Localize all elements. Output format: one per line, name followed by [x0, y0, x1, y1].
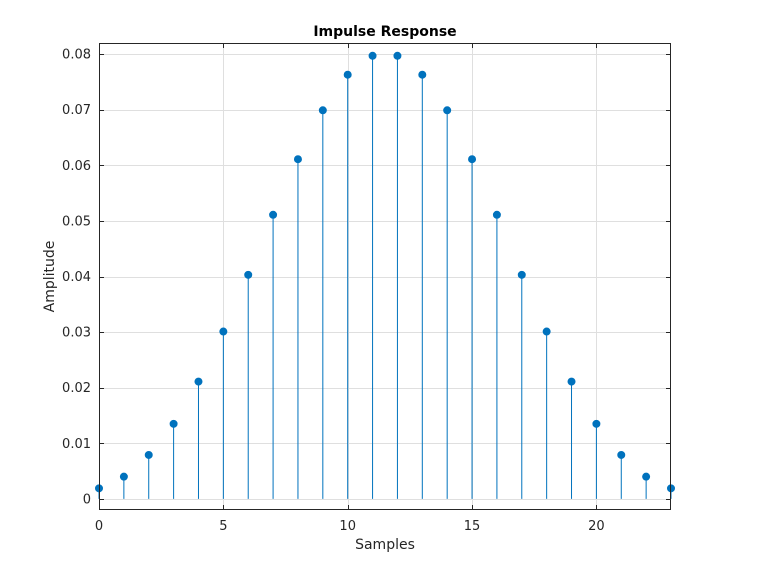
stem-marker	[492, 210, 501, 219]
x-axis-label: Samples	[355, 537, 415, 553]
plot-frame	[99, 43, 671, 510]
y-tick-label: 0.06	[62, 159, 91, 174]
x-tick-label: 15	[464, 519, 481, 534]
stem-marker	[293, 155, 302, 164]
stem-marker	[343, 70, 352, 79]
stem-marker	[318, 106, 327, 115]
x-tick-label: 10	[339, 519, 356, 534]
y-tick-label: 0	[83, 492, 91, 507]
stems	[98, 55, 672, 499]
stem-marker	[418, 70, 427, 79]
stem-marker	[119, 472, 128, 481]
stem-marker	[194, 377, 203, 386]
stem-marker	[393, 51, 402, 60]
plot-area	[99, 43, 671, 510]
stem-marker	[269, 210, 278, 219]
stem-marker	[144, 450, 153, 459]
y-tick-label: 0.07	[62, 103, 91, 118]
chart-title: Impulse Response	[313, 24, 456, 40]
stem-marker	[368, 51, 377, 60]
stem-marker	[567, 377, 576, 386]
stem-marker	[542, 327, 551, 336]
y-tick-label: 0.05	[62, 214, 91, 229]
y-axis-label: Amplitude	[42, 241, 58, 313]
stem-marker	[642, 472, 651, 481]
y-tick-label: 0.01	[62, 437, 91, 452]
y-tick-label: 0.04	[62, 270, 91, 285]
x-tick-label: 5	[219, 519, 227, 534]
x-axis-ticks: 0 5 10 15 20	[95, 43, 605, 534]
stem-marker	[244, 270, 253, 279]
x-tick-label: 0	[95, 519, 103, 534]
stem-marker	[617, 450, 626, 459]
y-tick-label: 0.03	[62, 326, 91, 341]
stem-marker	[219, 327, 228, 336]
stem-marker	[517, 270, 526, 279]
stem-marker	[468, 155, 477, 164]
stem-marker	[169, 419, 178, 428]
y-tick-label: 0.08	[62, 48, 91, 63]
grid	[99, 43, 671, 510]
x-tick-label: 20	[588, 519, 605, 534]
stem-marker	[443, 106, 452, 115]
markers	[95, 51, 675, 493]
y-tick-label: 0.02	[62, 381, 91, 396]
stem-marker	[592, 419, 601, 428]
y-axis-ticks: 0 0.01 0.02 0.03 0.04 0.05 0.06 0.07 0.08	[62, 48, 671, 507]
